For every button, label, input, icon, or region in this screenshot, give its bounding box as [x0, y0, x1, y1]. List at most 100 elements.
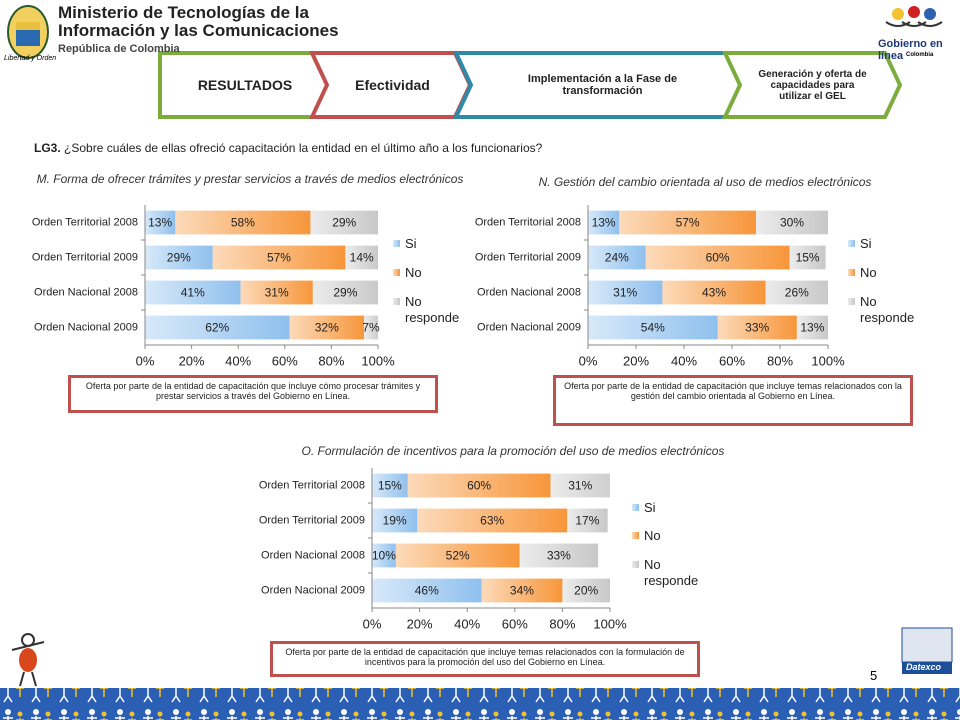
motto: Libertad y Orden	[4, 55, 57, 62]
bar-segment	[145, 280, 241, 305]
value-label: 24%	[605, 251, 629, 265]
bar-segment	[519, 543, 599, 568]
bar-segment	[588, 315, 718, 340]
bars	[588, 210, 828, 340]
legend-label: Si	[644, 500, 656, 515]
value-label: 32%	[315, 321, 339, 335]
value-label: 52%	[446, 549, 470, 563]
y-tick-label: Orden Nacional 2008	[477, 286, 581, 298]
value-label: 14%	[350, 251, 374, 265]
legend-swatch	[848, 269, 855, 276]
legend-swatch	[632, 532, 639, 539]
bar-segment	[588, 245, 646, 270]
value-label: 29%	[167, 251, 191, 265]
bar-segment	[417, 508, 568, 533]
ministry-line: República de Colombia	[58, 43, 180, 55]
bar-segment	[345, 245, 378, 270]
ministry-name: Ministerio de Tecnologías de la Informac…	[58, 4, 339, 58]
y-tick-label: Orden Territorial 2008	[259, 479, 365, 491]
x-tick-label: 100%	[593, 616, 627, 631]
bar-segment	[407, 473, 551, 498]
value-label: 31%	[265, 286, 289, 300]
legend-swatch	[393, 298, 400, 305]
bar-segment	[562, 578, 610, 603]
legend-label: No responde	[644, 557, 699, 588]
value-label: 30%	[780, 216, 804, 230]
value-label: 20%	[574, 584, 598, 598]
person-icon	[11, 633, 45, 687]
y-tick-label: Orden Nacional 2009	[477, 321, 581, 333]
legend-swatch	[632, 504, 639, 511]
chart-note: Oferta por parte de la entidad de capaci…	[68, 375, 438, 413]
bars	[372, 473, 610, 603]
brand-logo	[901, 627, 953, 663]
legend-label: No	[644, 528, 661, 543]
chart-note: Oferta por parte de la entidad de capaci…	[553, 375, 913, 426]
bar-segment	[717, 315, 797, 340]
x-tick-label: 0%	[363, 616, 382, 631]
x-tick-label: 60%	[272, 353, 298, 368]
value-label: 58%	[231, 216, 255, 230]
y-tick-label: Orden Nacional 2008	[34, 286, 138, 298]
brand-logo	[902, 662, 952, 674]
value-label: 17%	[575, 514, 599, 528]
chart-title: O. Formulación de incentivos para la pro…	[301, 444, 725, 458]
page-number: 5	[870, 668, 878, 683]
value-label: 62%	[205, 321, 229, 335]
bar-segment	[789, 245, 826, 270]
bar-segment	[289, 315, 365, 340]
value-label: 57%	[267, 251, 291, 265]
y-tick-label: Orden Territorial 2009	[259, 514, 365, 526]
legend-label: No	[860, 265, 877, 280]
x-tick-label: 60%	[719, 353, 745, 368]
value-label: 33%	[745, 321, 769, 335]
x-tick-label: 80%	[318, 353, 344, 368]
ministry-line: Ministerio de Tecnologías de la	[58, 3, 309, 22]
value-label: 15%	[378, 479, 402, 493]
value-label: 13%	[148, 216, 172, 230]
gel-logo	[885, 6, 943, 27]
bar-segment	[765, 280, 828, 305]
x-tick-label: 20%	[179, 353, 205, 368]
y-tick-label: Orden Territorial 2008	[475, 216, 581, 228]
y-tick-label: Orden Nacional 2009	[34, 321, 138, 333]
y-tick-label: Orden Nacional 2008	[261, 549, 365, 561]
value-label: 63%	[480, 514, 504, 528]
bar-segment	[212, 245, 346, 270]
legend-swatch	[848, 240, 855, 247]
value-label: 41%	[181, 286, 205, 300]
y-tick-label: Orden Territorial 2009	[32, 251, 138, 263]
value-label: 60%	[706, 251, 730, 265]
value-label: 54%	[641, 321, 665, 335]
gel-country: Colombia	[906, 52, 934, 58]
x-tick-label: 20%	[407, 616, 433, 631]
question: LG3. ¿Sobre cuáles de ellas ofreció capa…	[34, 141, 542, 155]
bar-segment	[550, 473, 610, 498]
value-label: 57%	[676, 216, 700, 230]
nav-item: Generación y oferta de capacidades para …	[758, 68, 867, 102]
x-tick-label: 40%	[454, 616, 480, 631]
coat-of-arms	[7, 5, 49, 59]
bar-segment	[395, 543, 520, 568]
chart-title: N. Gestión del cambio orientada al uso d…	[538, 175, 872, 189]
bar-segment	[364, 315, 378, 340]
y-tick-label: Orden Nacional 2009	[261, 584, 365, 596]
y-tick-label: Orden Territorial 2009	[475, 251, 581, 263]
x-tick-label: 0%	[579, 353, 598, 368]
bar-segment	[145, 245, 213, 270]
question-code: LG3.	[34, 141, 61, 155]
x-tick-label: 100%	[361, 353, 395, 368]
bar-segment	[372, 543, 396, 568]
bar-segment	[372, 473, 408, 498]
value-label: 31%	[613, 286, 637, 300]
value-label: 31%	[568, 479, 592, 493]
chart-note: Oferta por parte de la entidad de capaci…	[270, 641, 700, 677]
value-label: 29%	[332, 216, 356, 230]
bar-segment	[662, 280, 766, 305]
legend-swatch	[393, 269, 400, 276]
x-tick-label: 80%	[767, 353, 793, 368]
value-label: 15%	[796, 251, 820, 265]
y-tick-label: Orden Territorial 2008	[32, 216, 138, 228]
legend-label: No responde	[860, 294, 915, 325]
value-label: 13%	[800, 321, 824, 335]
